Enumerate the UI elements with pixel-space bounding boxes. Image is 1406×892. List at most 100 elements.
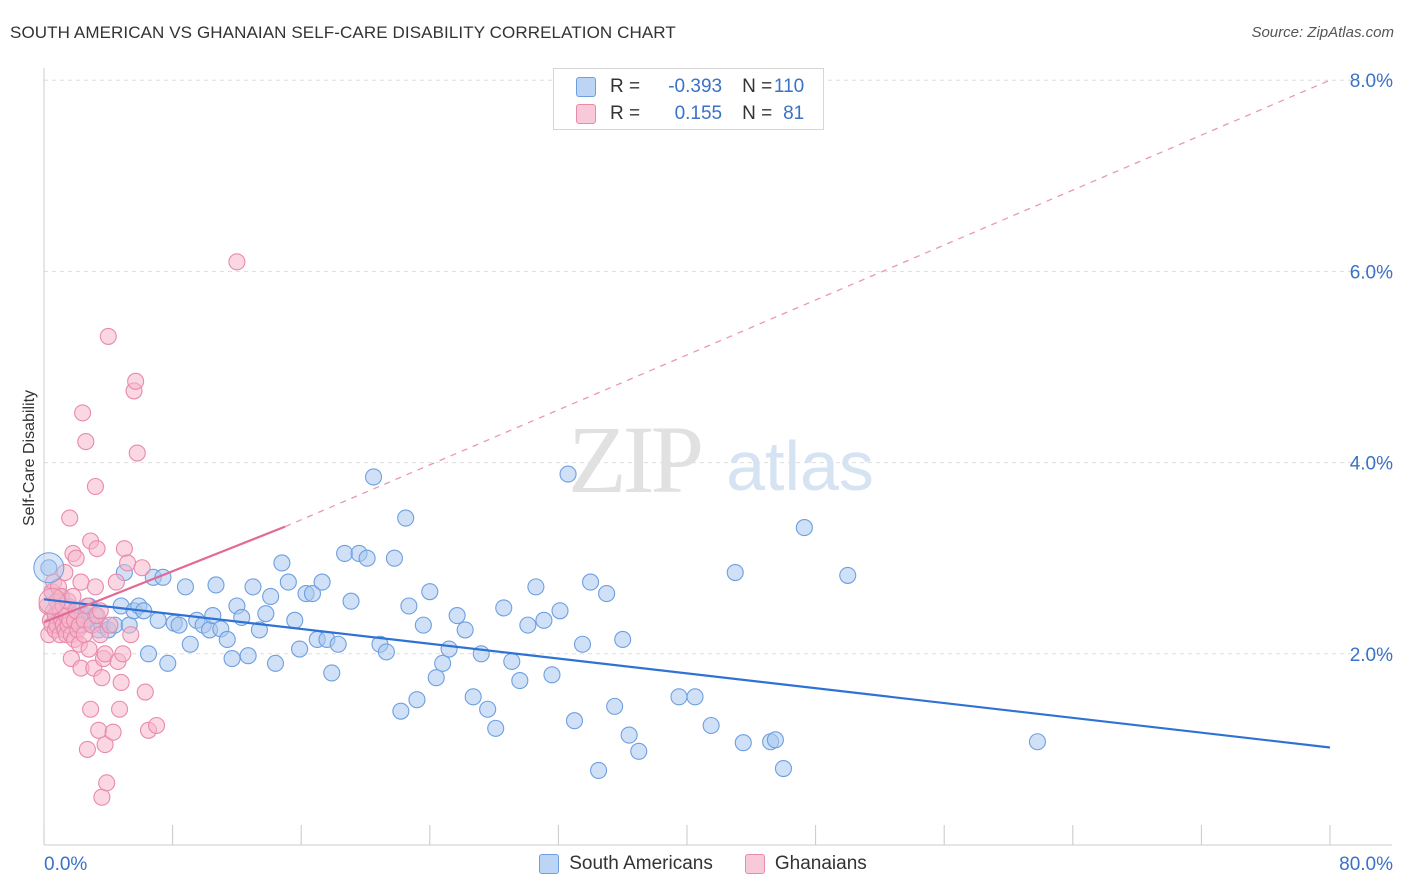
ghanaian-point [104, 723, 122, 741]
south-american-point [397, 509, 415, 527]
ghanaian-point [82, 700, 100, 718]
south-american-point [495, 599, 513, 617]
south-american-point [176, 578, 195, 596]
south-american-point [606, 697, 624, 715]
legend-r-value: -0.393 [668, 76, 723, 97]
south-american-point [620, 726, 638, 744]
legend-row-ghanaians: R = 0.155 N = 81 [576, 102, 804, 126]
south-american-point [590, 761, 608, 779]
south-american-point [702, 716, 720, 735]
south-american-point [250, 621, 268, 639]
ghanaian-point [78, 740, 96, 758]
south-american-point [726, 563, 744, 582]
south-american-trend-line [43, 598, 1331, 749]
ghanaian-point [133, 559, 151, 577]
y-tick-label: 8.0% [1350, 71, 1393, 92]
south-american-point [581, 573, 600, 591]
ghanaian-point [107, 573, 125, 591]
watermark-atlas: atlas [726, 427, 874, 505]
ghanaian-point [98, 774, 116, 792]
south-american-point [598, 585, 616, 603]
south-american-point [239, 647, 257, 665]
legend-n-value: 81 [783, 103, 805, 124]
legend-label: Ghanaians [774, 853, 867, 874]
legend-swatch-blue [539, 854, 560, 874]
south-american-point [543, 666, 561, 684]
south-american-point [434, 654, 452, 672]
south-american-point [427, 669, 445, 687]
ghanaian-point [119, 554, 137, 572]
data-points [33, 253, 1046, 806]
ghanaian-point [96, 645, 114, 663]
gridlines [44, 79, 1392, 655]
watermark-zip: ZIP [568, 406, 701, 513]
south-american-point [1028, 733, 1046, 751]
trend-lines [43, 79, 1331, 749]
legend-swatch-blue [576, 77, 596, 97]
ghanaian-point [136, 683, 154, 701]
south-american-point [244, 578, 262, 596]
series-legend: South Americans Ghanaians [0, 853, 1406, 875]
south-american-point [286, 611, 304, 629]
south-american-point [464, 688, 482, 706]
ghanaian-point [88, 540, 106, 558]
legend-swatch-pink [744, 854, 765, 874]
south-american-point [266, 654, 285, 672]
south-american-point [257, 605, 275, 623]
south-american-point [358, 549, 376, 567]
south-american-point [839, 566, 857, 584]
ghanaian-point [128, 444, 146, 462]
ghanaian-trend-extension [284, 79, 1331, 528]
legend-label: South Americans [569, 853, 713, 874]
south-american-point [670, 688, 688, 706]
legend-row-south-americans: R = -0.393 N = 110 [576, 75, 804, 99]
south-american-point [291, 640, 309, 658]
ghanaian-point [72, 573, 90, 591]
south-american-point [630, 742, 648, 760]
tick-labels: 2.0% 4.0% 6.0% 8.0% 0.0% 80.0% [44, 71, 1393, 875]
chart-title: SOUTH AMERICAN VS GHANAIAN SELF-CARE DIS… [10, 23, 676, 42]
south-american-point [262, 587, 280, 605]
south-american-point [207, 576, 225, 594]
south-american-point [323, 664, 341, 682]
legend-item-south-americans[interactable]: South Americans [539, 853, 713, 875]
ghanaian-point [77, 433, 95, 451]
ghanaian-point [61, 509, 79, 527]
south-american-point [487, 719, 505, 737]
south-american-point [392, 702, 410, 720]
south-american-point [313, 573, 331, 591]
x-tick-label-max: 80.0% [1339, 854, 1393, 875]
ghanaian-point [67, 549, 85, 567]
south-american-point [33, 552, 65, 584]
ghanaian-point [114, 645, 132, 663]
south-american-point [223, 650, 241, 668]
watermark: ZIP atlas [568, 406, 874, 513]
south-american-point [573, 635, 592, 653]
south-american-point [303, 585, 322, 603]
south-american-point [766, 731, 784, 749]
ghanaian-point [115, 540, 133, 558]
legend-swatch-pink [576, 104, 596, 124]
ghanaian-point [122, 626, 140, 644]
south-american-point [149, 611, 167, 629]
south-american-point [329, 635, 347, 653]
axes [43, 68, 1392, 846]
south-american-point [139, 645, 158, 663]
ghanaian-point [93, 669, 111, 687]
legend-item-ghanaians[interactable]: Ghanaians [744, 853, 867, 875]
legend-n-label: N = [742, 76, 773, 97]
south-american-point [559, 465, 577, 483]
south-american-point [414, 616, 432, 634]
ghanaian-point [101, 616, 119, 634]
chart-source: Source: ZipAtlas.com [1251, 24, 1394, 41]
y-tick-label: 6.0% [1350, 262, 1393, 283]
ghanaian-point [111, 700, 129, 718]
south-american-point [170, 616, 188, 634]
ghanaian-point [147, 716, 166, 735]
correlation-legend: R = -0.393 N = 110 R = 0.155 N = 81 [553, 68, 824, 130]
south-american-point [279, 573, 297, 591]
south-american-point [503, 652, 521, 670]
legend-n-value: 110 [773, 76, 805, 97]
south-american-point [400, 597, 418, 615]
south-american-point [774, 759, 793, 778]
